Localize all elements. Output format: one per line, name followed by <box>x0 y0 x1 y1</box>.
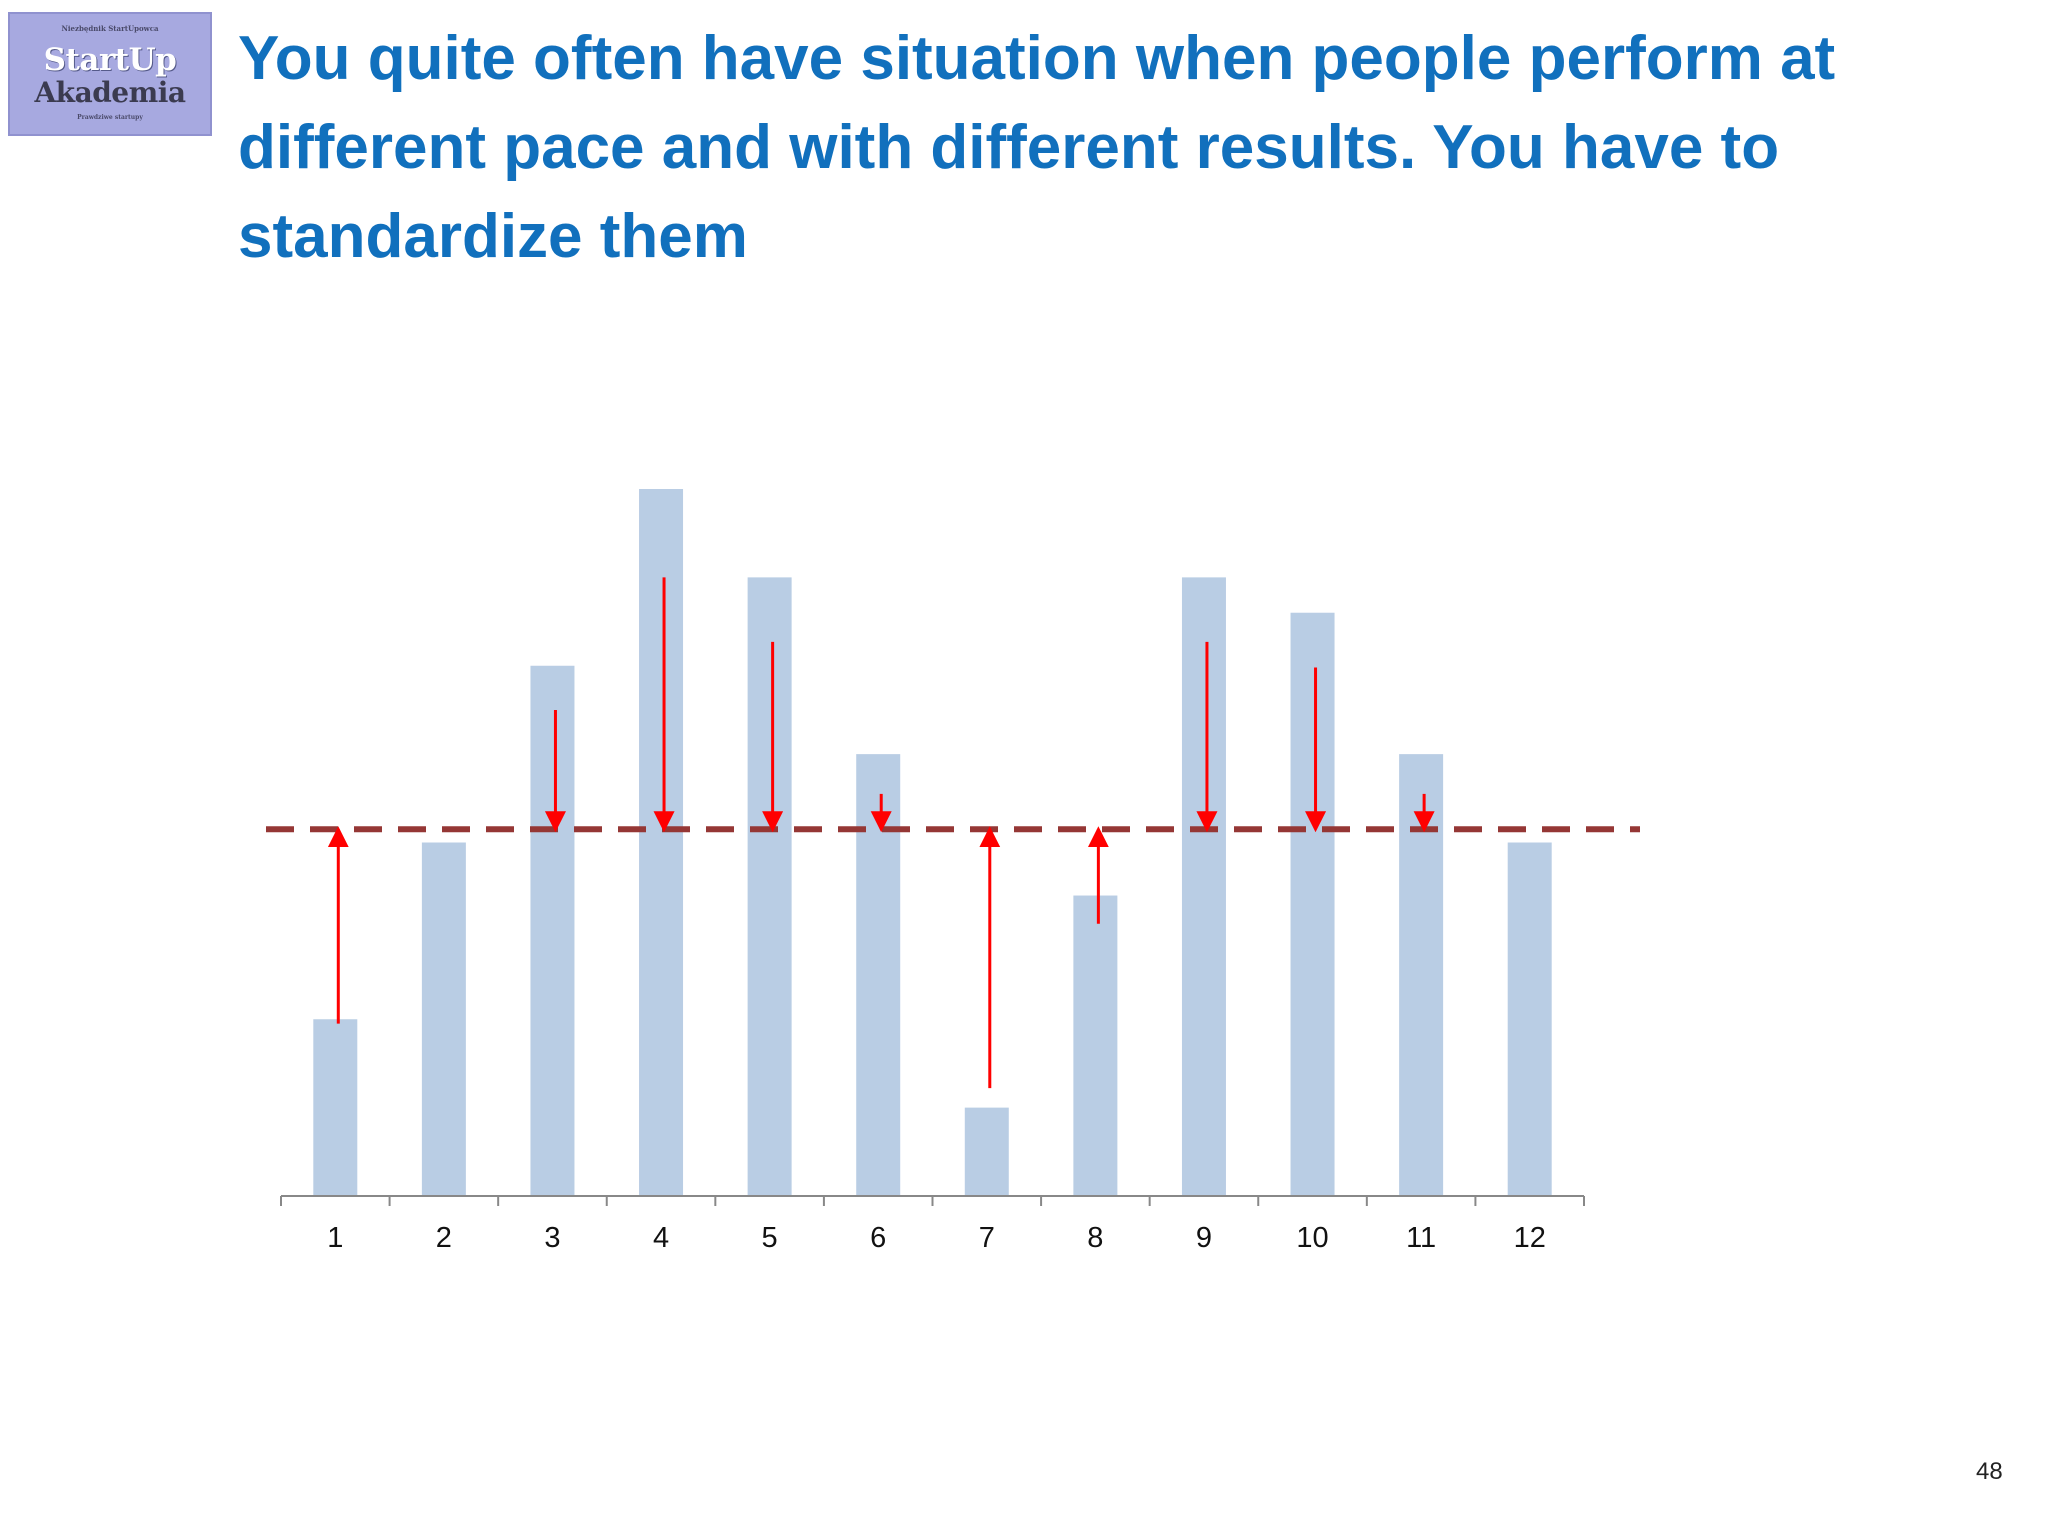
logo-top-text: Niezbędnik StartUpowca <box>61 24 159 33</box>
bar-12 <box>1507 842 1552 1196</box>
bar-9 <box>1181 577 1226 1196</box>
x-tick-label-3: 3 <box>544 1222 560 1254</box>
x-tick-label-2: 2 <box>436 1222 452 1254</box>
page-number: 48 <box>1976 1458 2003 1485</box>
bar-2 <box>421 842 466 1196</box>
x-tick-label-4: 4 <box>653 1222 669 1254</box>
x-tick-label-1: 1 <box>327 1222 343 1254</box>
bar-5 <box>747 577 792 1196</box>
x-tick-label-7: 7 <box>979 1222 995 1254</box>
x-tick-label-8: 8 <box>1087 1222 1103 1254</box>
x-tick-label-11: 11 <box>1406 1222 1436 1254</box>
adjustment-arrows <box>327 577 1435 1089</box>
bar-10 <box>1290 612 1335 1196</box>
slide-title: You quite often have situation when peop… <box>238 24 1836 271</box>
bar-3 <box>530 665 575 1196</box>
x-tick-label-10: 10 <box>1296 1222 1328 1254</box>
bar-1 <box>313 1019 358 1196</box>
startup-akademia-logo: Niezbędnik StartUpowca StartUp Akademia … <box>8 12 212 136</box>
bar-11 <box>1399 754 1444 1196</box>
x-tick-label-12: 12 <box>1514 1222 1546 1254</box>
x-axis <box>280 1195 1585 1206</box>
logo-title-startup: StartUp <box>43 42 177 78</box>
logo-bottom-text: Prawdziwe startupy <box>77 114 143 121</box>
logo-title-akademia: Akademia <box>34 76 186 109</box>
x-tick-label-6: 6 <box>870 1222 886 1254</box>
bars-group <box>313 489 1552 1196</box>
bar-4 <box>639 489 684 1196</box>
bar-6 <box>856 754 901 1196</box>
x-tick-labels: 1 2 3 4 5 6 7 8 9 10 11 12 <box>327 1222 1546 1254</box>
bar-8 <box>1073 895 1118 1196</box>
bar-7 <box>964 1107 1009 1196</box>
x-tick-label-9: 9 <box>1196 1222 1212 1254</box>
x-tick-label-5: 5 <box>762 1222 778 1254</box>
